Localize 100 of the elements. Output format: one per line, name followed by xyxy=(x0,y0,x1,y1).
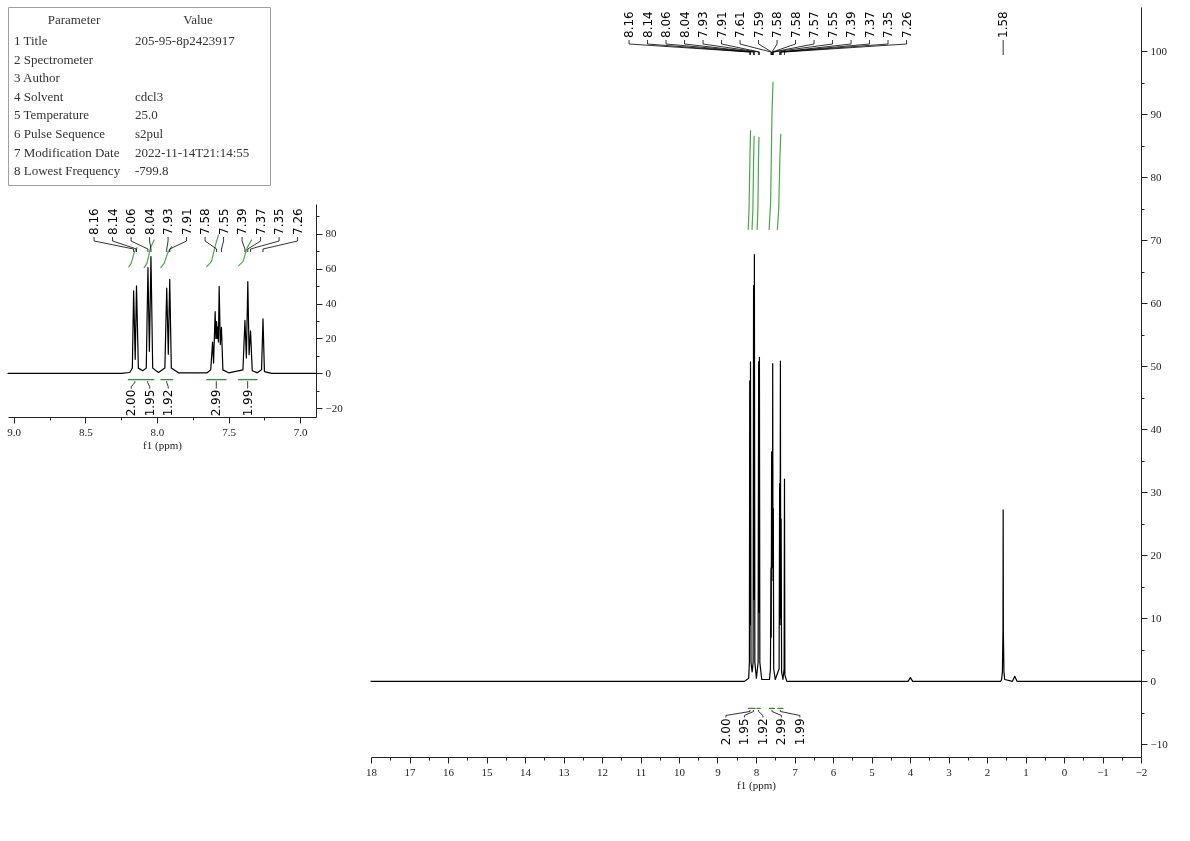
annotation: 1.99 xyxy=(240,389,255,417)
annotation: 8.16 xyxy=(87,208,102,235)
y-tick-label: 100 xyxy=(1150,44,1168,57)
x-tick-label: 9 xyxy=(715,765,722,778)
annotation: 2.00 xyxy=(718,718,733,746)
category-label: 4 Solvent xyxy=(14,88,64,104)
annotation: 7.57 xyxy=(807,11,822,38)
annotation: 7.39 xyxy=(235,208,250,235)
annotation: 2.99 xyxy=(774,718,789,746)
y-tick-label: 50 xyxy=(1150,359,1162,372)
text: Value xyxy=(183,12,213,27)
annotation: 7.61 xyxy=(733,11,748,38)
x-tick-label: 12 xyxy=(597,765,608,778)
annotation: 7.58 xyxy=(198,208,213,235)
x-tick-label: 11 xyxy=(635,765,647,778)
y-tick-label: 40 xyxy=(1150,422,1162,435)
x-tick-label: 16 xyxy=(443,765,455,778)
category-label: 8 Lowest Frequency xyxy=(14,163,121,179)
y-tick-label: 60 xyxy=(1150,296,1162,309)
x-tick-label: 6 xyxy=(830,765,837,778)
annotation: 7.55 xyxy=(825,11,840,38)
line-series xyxy=(370,254,1142,682)
annotation: 7.26 xyxy=(290,208,305,235)
annotation: 8.04 xyxy=(677,11,692,38)
x-tick-label: 4 xyxy=(907,765,914,778)
annotation: 7.55 xyxy=(216,208,231,235)
y-tick-label: 80 xyxy=(1150,170,1162,183)
annotation: 8.04 xyxy=(142,208,157,235)
text: -799.8 xyxy=(135,163,169,179)
x-tick-label: 10 xyxy=(674,765,686,778)
x-tick-label: 14 xyxy=(520,765,532,778)
category-label: Parameter xyxy=(47,12,102,27)
x-tick-label: 15 xyxy=(481,765,493,778)
text: 25.0 xyxy=(135,107,158,123)
annotation: 1.95 xyxy=(142,389,157,417)
annotation: 7.93 xyxy=(696,11,711,38)
x-axis-title: f1 (ppm) xyxy=(143,438,183,452)
x-tick-label: 3 xyxy=(946,765,953,778)
annotation: 2.00 xyxy=(124,389,139,417)
annotation: 7.35 xyxy=(272,208,287,235)
y-tick-label: 90 xyxy=(1150,107,1162,120)
annotation: 7.59 xyxy=(751,11,766,38)
x-tick-label: 5 xyxy=(869,765,876,778)
y-tick-label: 0 xyxy=(325,366,332,379)
annotation: 7.91 xyxy=(714,11,729,38)
y-tick-label: 70 xyxy=(1150,233,1162,246)
annotation: 7.37 xyxy=(253,208,268,235)
x-tick-label: 2 xyxy=(984,765,991,778)
category-label: 5 Temperature xyxy=(14,107,90,123)
category-label: 1 Title xyxy=(14,33,48,48)
y-tick-label: 10 xyxy=(1150,611,1162,624)
x-tick-label: 8.5 xyxy=(78,425,94,438)
y-tick-label: 80 xyxy=(325,227,337,240)
annotation: 7.58 xyxy=(770,11,785,38)
x-tick-label: 18 xyxy=(366,765,378,778)
y-tick-label: 60 xyxy=(325,262,337,275)
annotation: 7.58 xyxy=(788,11,803,38)
annotation: 1.99 xyxy=(792,718,807,746)
annotation: 1.58 xyxy=(996,11,1011,38)
line-series xyxy=(7,255,317,374)
annotation: 8.14 xyxy=(105,208,120,235)
x-tick-label: 9.0 xyxy=(7,425,22,438)
x-tick-label: 7 xyxy=(792,765,799,778)
annotation: 1.92 xyxy=(755,718,770,746)
annotation: 8.06 xyxy=(659,11,674,38)
y-tick-label: 30 xyxy=(1150,485,1162,498)
x-tick-label: 8 xyxy=(753,765,760,778)
y-tick-label: 20 xyxy=(325,331,337,344)
x-tick-label: 7.5 xyxy=(222,425,237,438)
y-tick-label: 20 xyxy=(1150,548,1162,561)
x-tick-label: −2 xyxy=(1135,765,1148,778)
x-tick-label: 7.0 xyxy=(293,425,309,438)
x-tick-label: 8.0 xyxy=(150,425,165,438)
y-tick-label: 40 xyxy=(325,297,337,310)
category-label: 6 Pulse Sequence xyxy=(14,126,106,141)
text: 2022-11-14T21:14:55 xyxy=(135,144,250,160)
annotation: 8.16 xyxy=(622,11,637,38)
text: 205-95-8p2423917 xyxy=(135,33,235,48)
category-label: 2 Spectrometer xyxy=(14,51,94,67)
x-tick-label: 1 xyxy=(1023,765,1029,778)
annotation: 8.14 xyxy=(640,11,655,38)
annotation: 1.95 xyxy=(737,718,752,746)
y-tick-label: −20 xyxy=(325,401,344,414)
x-tick-label: −1 xyxy=(1097,765,1109,778)
x-axis-title: f1 (ppm) xyxy=(737,778,777,792)
x-tick-label: 0 xyxy=(1061,765,1068,778)
annotation: 7.26 xyxy=(899,11,914,38)
annotation: 7.37 xyxy=(862,11,877,38)
annotation: 8.06 xyxy=(124,208,139,235)
annotation: 7.91 xyxy=(179,208,194,235)
annotation: 7.93 xyxy=(161,208,176,235)
text: cdcl3 xyxy=(135,88,164,104)
annotation: 2.99 xyxy=(209,389,224,417)
category-label: 3 Author xyxy=(14,70,61,86)
annotation: 1.92 xyxy=(161,389,176,417)
y-tick-label: −10 xyxy=(1150,737,1169,750)
annotation: 7.39 xyxy=(844,11,859,38)
x-tick-label: 13 xyxy=(558,765,570,778)
text: s2pul xyxy=(135,126,164,141)
annotation: 7.35 xyxy=(881,11,896,38)
